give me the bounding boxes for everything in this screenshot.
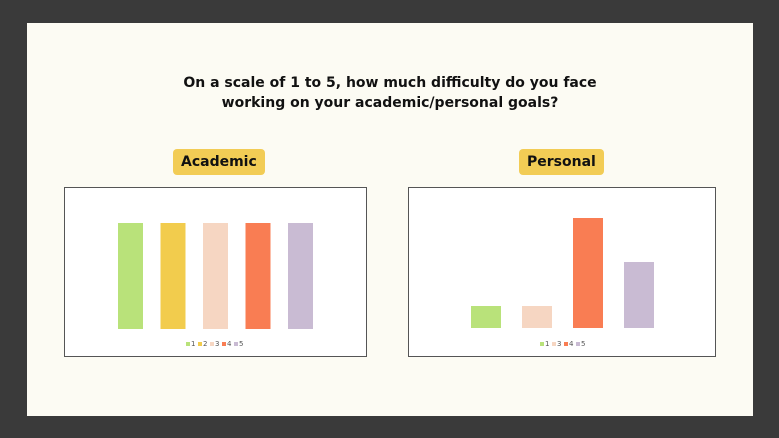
bar-2 (160, 223, 186, 329)
legend-swatch (564, 342, 568, 346)
legend-swatch (552, 342, 556, 346)
bar-5 (624, 262, 654, 328)
bar-4 (245, 223, 271, 329)
bar-4 (573, 218, 603, 328)
bar-5 (288, 223, 313, 329)
legend-swatch (576, 342, 580, 346)
legend-item-5: 5 (234, 340, 243, 348)
bar-1 (118, 223, 143, 329)
legend-label: 2 (203, 340, 207, 348)
legend-label: 4 (569, 340, 574, 348)
legend-item-3: 3 (210, 340, 219, 348)
personal-label: Personal (519, 149, 604, 175)
legend-swatch (198, 342, 202, 346)
question-title: On a scale of 1 to 5, how much difficult… (27, 73, 753, 113)
legend-item-1: 1 (540, 340, 549, 348)
legend-label: 1 (545, 340, 549, 348)
legend-swatch (222, 342, 226, 346)
legend-item-1: 1 (186, 340, 195, 348)
legend-item-5: 5 (576, 340, 585, 348)
legend-swatch (540, 342, 544, 346)
legend-label: 3 (557, 340, 561, 348)
bar-3 (203, 223, 228, 329)
legend-label: 5 (581, 340, 585, 348)
legend-swatch (234, 342, 238, 346)
legend-label: 5 (239, 340, 243, 348)
bar-3 (522, 306, 552, 328)
legend-swatch (210, 342, 214, 346)
academic-label: Academic (173, 149, 265, 175)
bar-1 (471, 306, 501, 328)
legend-item-4: 4 (564, 340, 574, 348)
legend-label: 1 (191, 340, 195, 348)
legend-item-2: 2 (198, 340, 207, 348)
legend-label: 3 (215, 340, 219, 348)
legend-item-3: 3 (552, 340, 561, 348)
legend-item-4: 4 (222, 340, 232, 348)
slide: On a scale of 1 to 5, how much difficult… (27, 23, 753, 416)
legend-swatch (186, 342, 190, 346)
question-line-1: On a scale of 1 to 5, how much difficult… (183, 75, 597, 91)
question-line-2: working on your academic/personal goals? (221, 95, 559, 111)
legend-label: 4 (227, 340, 232, 348)
